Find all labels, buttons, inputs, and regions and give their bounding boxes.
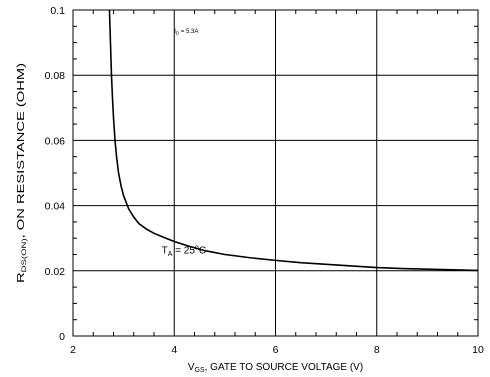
data-point <box>300 262 302 264</box>
y-tick-label: 0.04 <box>45 201 66 213</box>
series-line <box>108 9 479 272</box>
y-tick-label: 0.08 <box>45 70 66 82</box>
y-tick-label: 0.06 <box>45 135 66 147</box>
data-point <box>401 268 403 270</box>
data-point <box>109 9 111 11</box>
x-tick-label: 8 <box>374 344 380 356</box>
data-point <box>477 270 479 272</box>
y-tick-label: 0.02 <box>45 266 66 278</box>
data-point <box>118 172 120 174</box>
data-point <box>146 228 148 230</box>
data-point <box>110 42 112 44</box>
data-point <box>452 269 454 271</box>
data-point <box>153 233 155 235</box>
data-point <box>351 265 353 267</box>
data-point <box>123 195 125 197</box>
data-point <box>138 223 140 225</box>
x-tick-label: 6 <box>273 344 279 356</box>
data-point <box>113 117 115 119</box>
data-point <box>114 140 116 142</box>
data-point <box>275 260 277 262</box>
y-tick-label: 0 <box>59 331 65 343</box>
data-point <box>173 241 175 243</box>
x-tick-labels: 2 4 6 8 10 <box>70 344 484 356</box>
data-point <box>111 74 113 76</box>
data-point <box>110 58 112 60</box>
data-point <box>224 254 226 256</box>
data-point <box>376 267 378 269</box>
data-point <box>163 237 165 239</box>
data-point <box>128 208 130 210</box>
y-tick-labels: 0 0.02 0.04 0.06 0.08 0.1 <box>45 5 66 343</box>
data-point <box>109 26 111 28</box>
temperature-annotation: TA = 25oC <box>162 245 206 259</box>
data-point <box>249 257 251 259</box>
data-point <box>427 268 429 270</box>
x-tick-label: 2 <box>70 344 76 356</box>
x-tick-label: 4 <box>171 344 177 356</box>
y-axis-title: RDS(ON), ON RESISTANCE (OHM) <box>16 63 28 283</box>
data-point <box>116 156 118 158</box>
y-tick-label: 0.1 <box>50 5 65 17</box>
x-tick-label: 10 <box>472 344 484 356</box>
data-point <box>325 263 327 265</box>
data-point <box>112 97 114 99</box>
grid <box>73 10 478 336</box>
x-axis-title: VGS, GATE TO SOURCE VOLTAGE (V) <box>188 362 363 374</box>
data-point <box>133 216 135 218</box>
drain-current-annotation: ID = 5.3A <box>174 29 198 36</box>
plot-frame <box>72 9 479 337</box>
data-point <box>120 185 122 187</box>
minor-ticks <box>73 10 478 336</box>
